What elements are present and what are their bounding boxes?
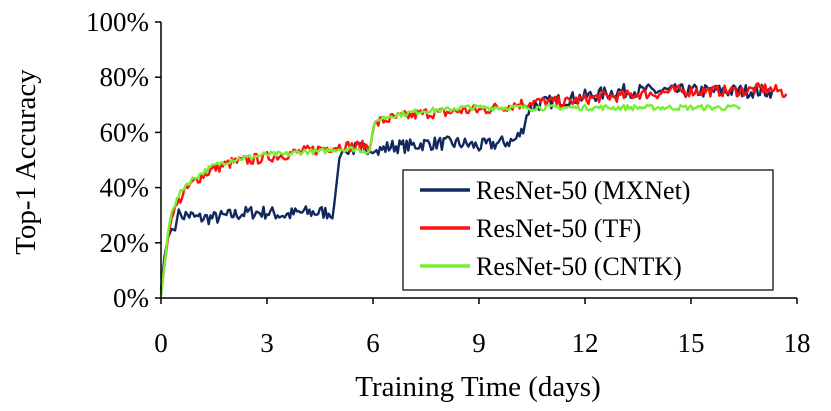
y-tick-label: 0% — [113, 283, 149, 313]
legend: ResNet-50 (MXNet) ResNet-50 (TF) ResNet-50… — [402, 169, 774, 291]
y-tick-label: 100% — [86, 7, 149, 37]
y-tick-label: 60% — [100, 117, 150, 147]
x-tick-label: 15 — [678, 328, 705, 358]
x-axis-ticks: 0 3 6 9 12 15 18 — [154, 298, 811, 358]
x-axis-title: Training Time (days) — [355, 371, 600, 403]
legend-label: ResNet-50 (MXNet) — [476, 176, 690, 205]
series-line-1 — [159, 82, 788, 296]
series-line-2 — [159, 103, 742, 296]
y-tick-label: 80% — [100, 62, 150, 92]
x-tick-label: 12 — [572, 328, 599, 358]
x-tick-label: 3 — [260, 328, 274, 358]
series-layer — [159, 82, 788, 296]
y-axis-title: Top-1 Accuracy — [10, 69, 42, 255]
legend-label: ResNet-50 (CNTK) — [476, 252, 682, 281]
y-tick-label: 20% — [100, 228, 150, 258]
x-tick-label: 6 — [366, 328, 380, 358]
y-axis-ticks: 0% 20% 40% 60% 80% 100% — [86, 7, 161, 313]
y-tick-label: 40% — [100, 173, 150, 203]
x-tick-label: 18 — [784, 328, 811, 358]
legend-label: ResNet-50 (TF) — [476, 214, 641, 243]
x-tick-label: 0 — [154, 328, 168, 358]
x-tick-label: 9 — [472, 328, 486, 358]
